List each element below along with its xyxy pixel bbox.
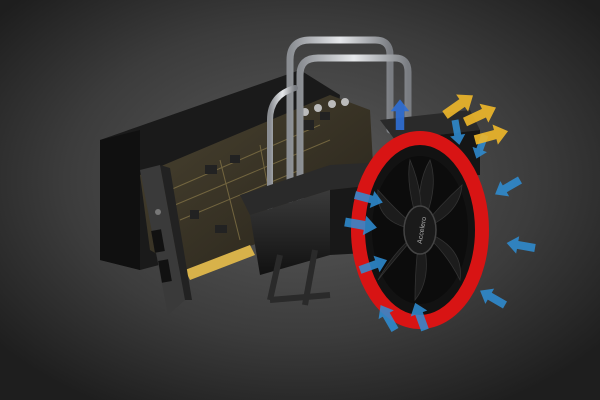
cooling-fan: Accelero xyxy=(351,131,489,329)
bracket-screw xyxy=(155,209,161,215)
fan-hub xyxy=(403,205,437,255)
pcb-board xyxy=(140,95,375,280)
fan-hub-label: Accelero xyxy=(417,216,429,244)
mounting-legs xyxy=(267,249,331,306)
gold-contacts xyxy=(185,245,255,280)
hdmi-port xyxy=(158,259,172,283)
pcb-components xyxy=(190,112,330,233)
heatpipes xyxy=(267,36,412,213)
dvi-port xyxy=(151,229,165,253)
io-bracket xyxy=(140,165,192,315)
